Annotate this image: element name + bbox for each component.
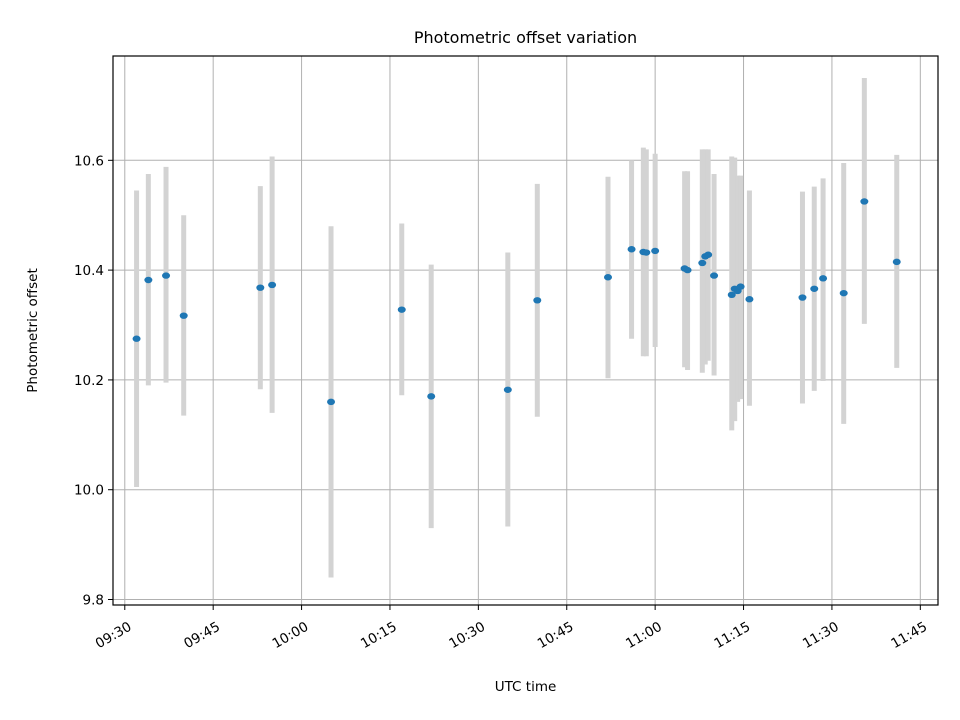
- data-point: [736, 283, 745, 290]
- data-point: [839, 289, 848, 297]
- chart-title: Photometric offset variation: [414, 28, 637, 47]
- grid-lines: [113, 56, 938, 605]
- data-point: [819, 275, 828, 282]
- data-point: [745, 296, 754, 303]
- data-point: [651, 247, 660, 255]
- data-point: [179, 312, 188, 319]
- data-point: [710, 272, 719, 279]
- data-point: [642, 249, 651, 256]
- y-tick-label: 10.4: [74, 263, 104, 279]
- y-tick-label: 10.6: [74, 153, 104, 169]
- y-tick-label: 10.2: [74, 373, 104, 389]
- data-point: [698, 259, 707, 267]
- data-point: [503, 386, 512, 393]
- plot-frame: [112, 55, 939, 606]
- data-point: [162, 272, 171, 279]
- x-axis-label: UTC time: [495, 679, 557, 695]
- data-point: [810, 285, 819, 292]
- y-tick-label: 9.8: [83, 593, 104, 609]
- data-point: [892, 258, 901, 266]
- data-point: [604, 274, 612, 281]
- data-point: [144, 276, 153, 284]
- data-points: [132, 198, 901, 406]
- data-point: [860, 198, 869, 205]
- data-point: [132, 335, 141, 342]
- data-point: [727, 291, 736, 299]
- data-point: [683, 266, 692, 274]
- data-point: [704, 251, 713, 258]
- data-point: [268, 281, 277, 289]
- data-point: [256, 284, 265, 291]
- data-point: [427, 393, 436, 400]
- data-point: [397, 306, 406, 313]
- y-tick-label: 10.0: [74, 483, 104, 499]
- y-axis-label: Photometric offset: [25, 268, 41, 392]
- data-point: [533, 297, 542, 304]
- data-point: [327, 398, 336, 406]
- data-point: [798, 294, 807, 301]
- data-point: [627, 246, 636, 253]
